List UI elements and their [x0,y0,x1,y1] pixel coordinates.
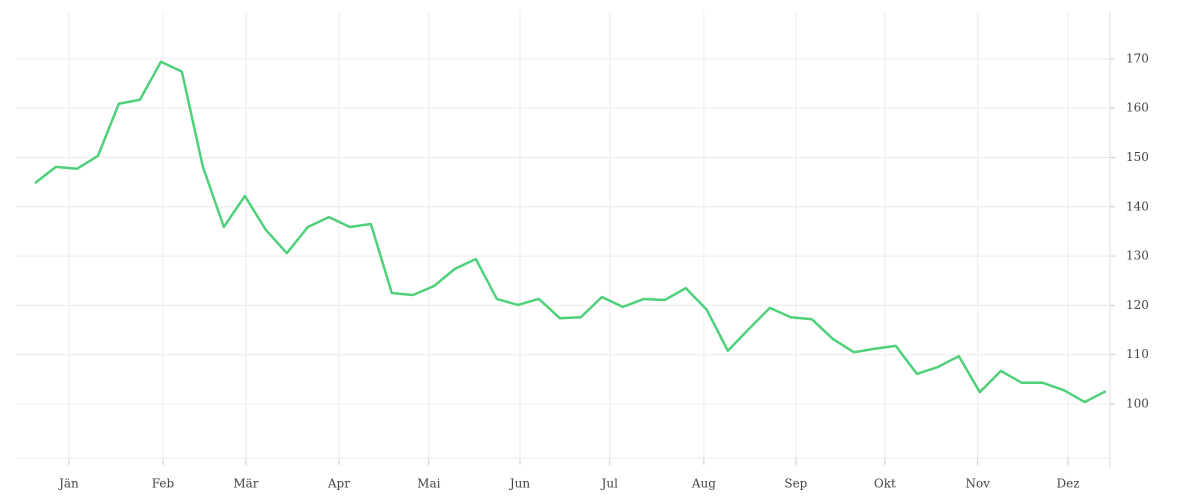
x-tick-label: Aug [691,477,716,491]
x-tick-label: Jän [57,477,79,491]
x-tick-label: Jun [508,477,531,491]
y-tick-label: 150 [1126,150,1149,164]
y-tick-label: 170 [1126,51,1149,65]
x-tick-label: Mär [233,477,258,491]
data-line [34,60,1107,404]
x-tick-label: Apr [327,477,350,491]
y-tick-label: 120 [1126,298,1149,312]
x-tick-label: Nov [965,477,990,491]
y-tick-label: 140 [1126,199,1149,213]
x-tick-label: Mai [417,477,440,491]
y-tick-label: 130 [1126,249,1149,263]
x-tick-label: Sep [784,477,807,491]
x-tick-label: Dez [1056,477,1079,491]
x-tick-label: Okt [874,477,896,491]
y-tick-label: 100 [1126,397,1149,411]
x-tick-label: Jul [600,477,619,491]
y-tick-label: 110 [1126,347,1149,361]
x-tick-label: Feb [152,477,175,491]
y-tick-label: 160 [1126,101,1149,115]
